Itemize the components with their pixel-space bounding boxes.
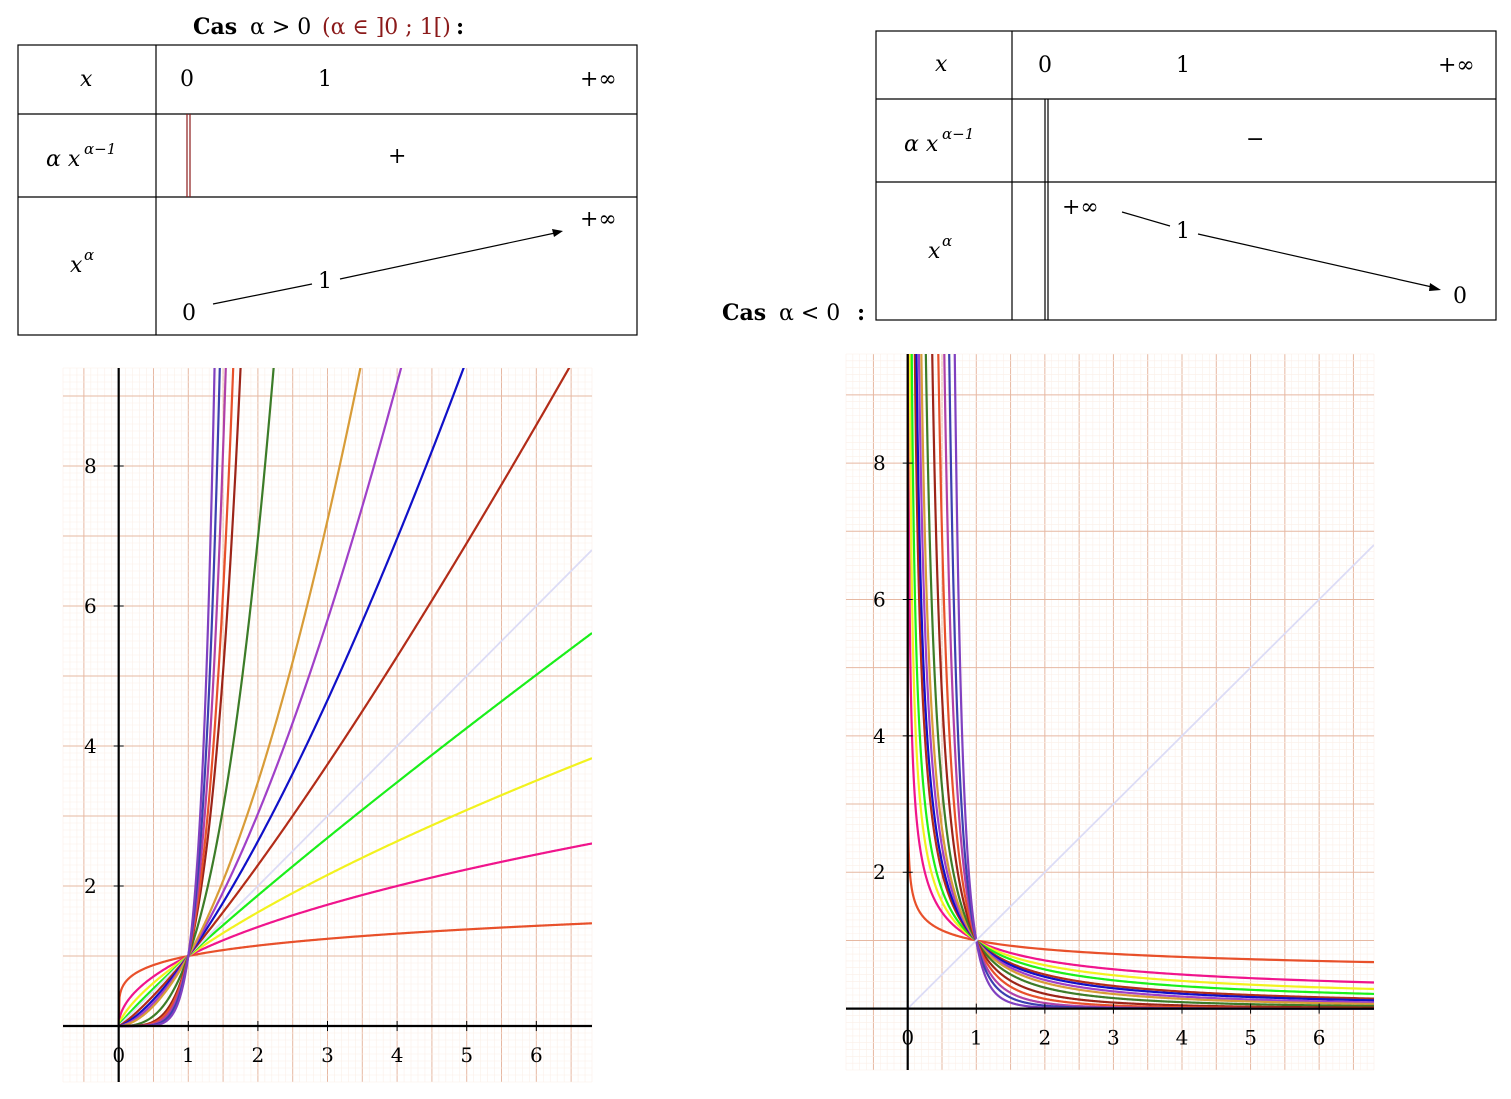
left-title-condition: α > 0 [250, 15, 311, 40]
right-title-condition: α < 0 [779, 301, 840, 326]
right-fn-value-2: 0 [1453, 284, 1467, 309]
left-row-x-label: x [80, 67, 93, 92]
left-curve-series-4 [118, 549, 592, 1027]
left-deriv-exponent: α−1 [84, 140, 116, 158]
right-curve-series-8 [924, 354, 1374, 1008]
right-deriv-exponent: α−1 [942, 125, 974, 143]
left-y-tick-label-3: 8 [84, 454, 97, 478]
right-x-tick-label-5: 5 [1244, 1026, 1257, 1050]
right-fn-exponent: α [942, 232, 952, 250]
right-fn-value-1: 1 [1176, 219, 1190, 244]
right-x-value-1: 1 [1176, 53, 1190, 78]
right-y-tick-label-1: 4 [873, 724, 886, 748]
left-axes: 0 1 2 3 4 5 6 2 4 6 8 [63, 368, 592, 1082]
left-variation-table: Cas α > 0 (α ∈ ]0 ; 1[) : x 0 1 +∞ α x α… [17, 14, 638, 336]
left-y-tick-label-1: 4 [84, 734, 97, 758]
right-deriv-label: α x [904, 132, 939, 157]
right-curve-series-9 [931, 354, 1374, 1009]
left-curve-series-0 [117, 922, 592, 1027]
left-grid [62, 367, 593, 1083]
right-y-tick-label-2: 6 [873, 587, 886, 611]
left-x-tick-label-2: 2 [252, 1043, 265, 1067]
right-curve-series-2 [908, 354, 1374, 991]
left-fn-value-0: 0 [182, 301, 196, 326]
right-title-colon: : [857, 300, 865, 326]
right-row-x-label: x [935, 52, 948, 77]
left-x-value-0: 0 [180, 67, 194, 92]
left-x-value-2: +∞ [580, 67, 617, 92]
right-title-prefix: Cas [722, 300, 766, 326]
right-curve-series-1 [907, 354, 1374, 984]
right-y-tick-label-0: 2 [873, 860, 886, 884]
right-fn-label: x [928, 239, 941, 264]
left-x-value-1: 1 [318, 67, 332, 92]
right-x-tick-label-4: 4 [1176, 1026, 1189, 1050]
left-curve-series-8 [118, 368, 362, 1028]
right-x-tick-label-1: 1 [970, 1026, 983, 1050]
left-curve-series-1 [117, 842, 592, 1027]
right-y-tick-label-3: 8 [873, 451, 886, 475]
right-curve-series-3 [910, 354, 1374, 996]
left-deriv-sign: + [388, 144, 406, 169]
left-x-tick-label-4: 4 [391, 1043, 404, 1067]
left-x-tick-label-0: 0 [112, 1043, 125, 1067]
right-x-tick-label-0: 0 [901, 1026, 914, 1050]
left-x-tick-label-1: 1 [182, 1043, 195, 1067]
left-title-prefix: Cas [193, 14, 237, 40]
left-curve-series-9 [118, 368, 275, 1028]
right-power-function-chart: 0 1 2 3 4 5 6 2 4 6 8 [845, 353, 1375, 1071]
right-curve-series-14 [907, 544, 1374, 1010]
left-title-colon: : [456, 14, 464, 40]
left-x-tick-label-6: 6 [530, 1043, 543, 1067]
right-curve-series-7 [920, 354, 1374, 1006]
right-x-tick-label-6: 6 [1313, 1026, 1326, 1050]
left-y-tick-label-0: 2 [84, 874, 97, 898]
left-title-subcondition: (α ∈ ]0 ; 1[) [322, 15, 451, 40]
right-axes: 0 1 2 3 4 5 6 2 4 6 8 [846, 354, 1374, 1070]
left-power-function-chart: 0 1 2 3 4 5 6 2 4 6 8 [62, 367, 593, 1083]
left-x-tick-label-5: 5 [460, 1043, 473, 1067]
left-fn-value-2: +∞ [580, 207, 617, 232]
right-fn-value-0: +∞ [1062, 195, 1099, 220]
right-x-tick-label-2: 2 [1038, 1026, 1051, 1050]
right-x-value-2: +∞ [1438, 53, 1475, 78]
right-x-tick-label-3: 3 [1107, 1026, 1120, 1050]
left-x-tick-label-3: 3 [321, 1043, 334, 1067]
right-deriv-sign: − [1246, 127, 1264, 152]
left-curve-series-2 [117, 757, 592, 1027]
right-variation-table: x 0 1 +∞ α x α−1 − x α +∞ 1 0 Cas α < 0 … [722, 30, 1497, 326]
left-curve-series-5 [118, 368, 571, 1028]
left-fn-label: x [70, 253, 83, 278]
right-x-value-0: 0 [1038, 53, 1052, 78]
left-fn-value-1: 1 [318, 269, 332, 294]
left-fn-exponent: α [84, 246, 94, 264]
left-y-tick-label-2: 6 [84, 594, 97, 618]
left-curve-series-7 [118, 368, 403, 1028]
left-deriv-label: α x [46, 147, 81, 172]
